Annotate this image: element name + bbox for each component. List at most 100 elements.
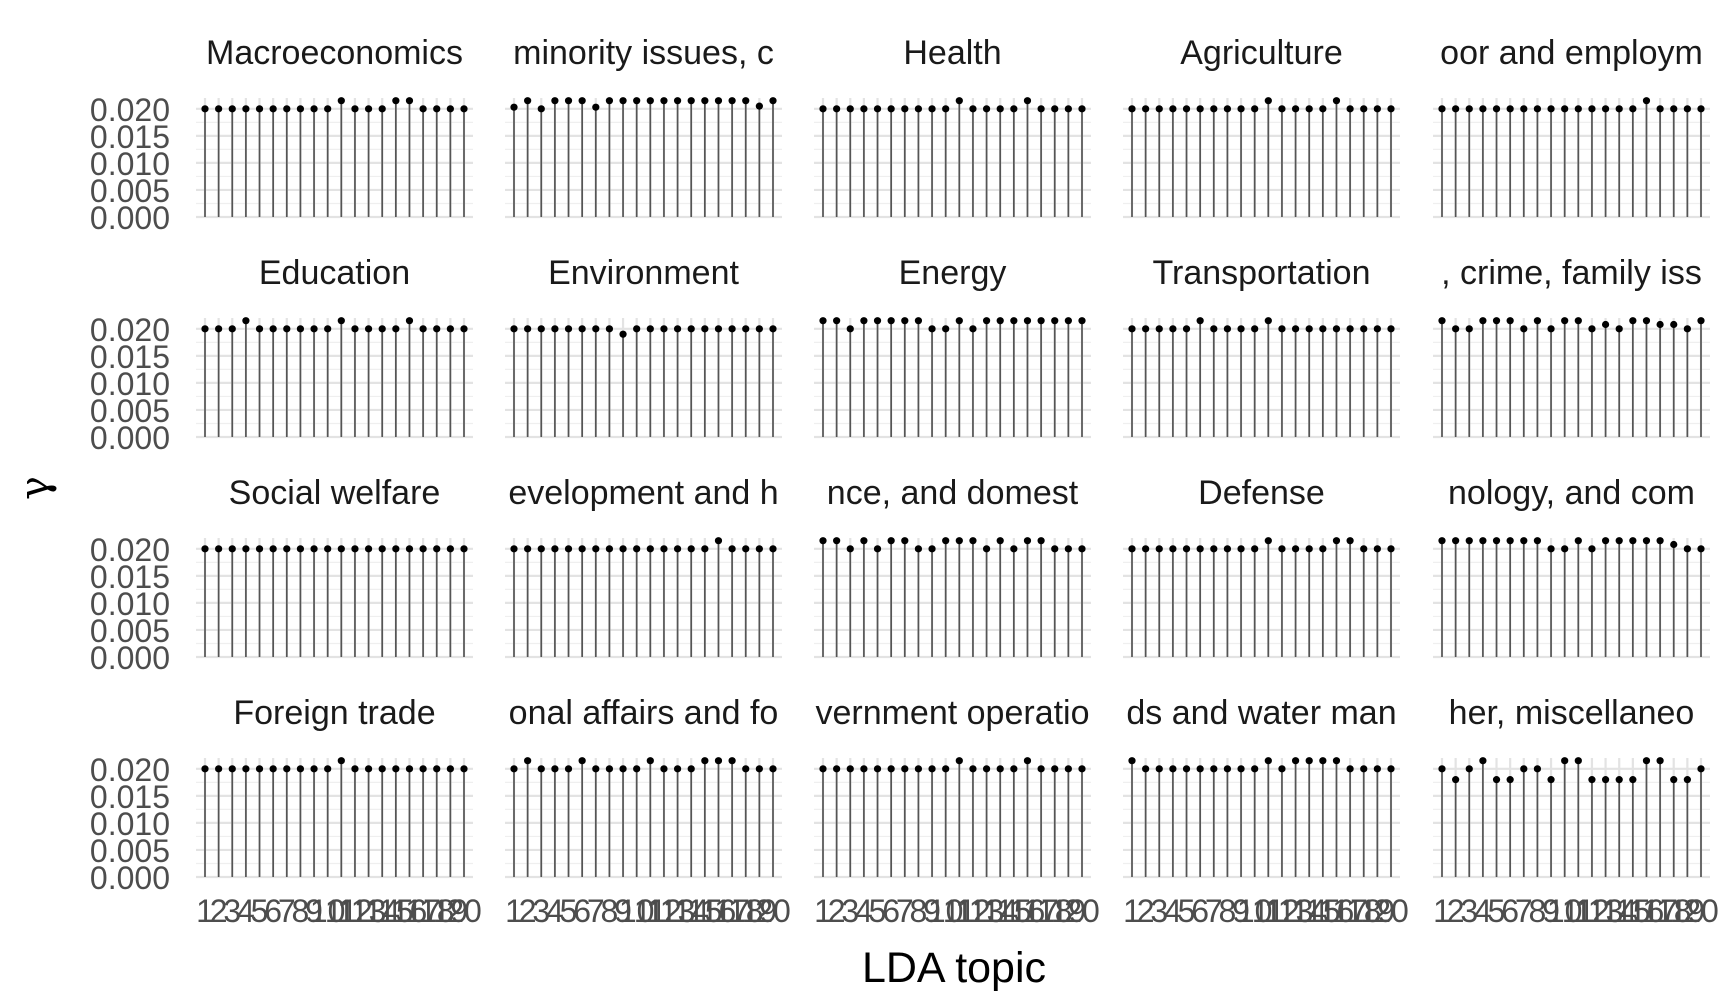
data-point xyxy=(1452,325,1460,333)
x-tick-label: 18 xyxy=(728,893,764,929)
data-point xyxy=(1656,537,1664,545)
data-point xyxy=(1037,765,1045,773)
facet-panel: Energy xyxy=(814,254,1091,439)
data-point xyxy=(1520,105,1528,113)
data-point xyxy=(310,765,318,773)
facet-panel: vernment operatio12345678910111213141516… xyxy=(814,694,1100,929)
data-point xyxy=(592,103,600,111)
data-point xyxy=(269,765,277,773)
data-point xyxy=(1223,105,1232,113)
x-tick-label: 6 xyxy=(1191,893,1209,929)
data-point xyxy=(1629,105,1637,113)
data-point xyxy=(1601,320,1610,329)
x-tick-label: 14 xyxy=(982,893,1018,929)
data-point xyxy=(1629,317,1637,325)
x-tick-label: 2 xyxy=(519,893,537,929)
y-tick-label: 0.020 xyxy=(90,752,170,788)
data-point xyxy=(928,545,936,553)
data-point xyxy=(1291,545,1300,553)
data-point xyxy=(819,317,827,325)
data-point xyxy=(901,317,909,325)
y-tick-label: 0.020 xyxy=(90,532,170,568)
facet-title: ds and water man xyxy=(1126,694,1396,732)
data-point xyxy=(310,325,318,333)
data-point xyxy=(728,97,736,105)
data-point xyxy=(1533,105,1542,113)
data-point xyxy=(392,97,400,105)
x-tick-label: 16 xyxy=(1010,893,1046,929)
data-point xyxy=(296,105,305,113)
data-point xyxy=(1010,765,1018,773)
data-point xyxy=(955,757,963,765)
data-point xyxy=(633,765,641,773)
data-point xyxy=(1223,545,1232,553)
x-tick-label: 11 xyxy=(943,893,976,929)
data-point xyxy=(1305,105,1313,113)
data-point xyxy=(1561,317,1569,325)
data-point xyxy=(1629,537,1637,545)
y-tick-label: 0.000 xyxy=(90,420,170,456)
data-point xyxy=(446,545,454,553)
data-point xyxy=(1452,537,1460,545)
data-point xyxy=(982,545,991,553)
x-tick-label: 14 xyxy=(1291,893,1327,929)
y-tick-label: 0.005 xyxy=(90,173,170,209)
data-point xyxy=(351,325,359,333)
data-point xyxy=(955,317,963,325)
data-point xyxy=(687,97,695,105)
data-point xyxy=(1492,317,1501,325)
facet-title: Foreign trade xyxy=(233,694,435,732)
data-point xyxy=(982,317,991,325)
data-point xyxy=(419,545,427,553)
data-point xyxy=(201,545,209,553)
data-point xyxy=(619,330,627,338)
data-point xyxy=(592,765,600,773)
data-point xyxy=(419,765,427,773)
data-point xyxy=(269,105,277,113)
data-point xyxy=(1465,325,1473,333)
data-point xyxy=(901,765,909,773)
x-tick-label: 10 xyxy=(1237,893,1273,929)
data-point xyxy=(201,325,209,333)
data-point xyxy=(873,105,882,113)
data-point xyxy=(605,97,614,105)
data-point xyxy=(1615,105,1623,113)
data-point xyxy=(378,545,386,553)
x-tick-label: 1 xyxy=(814,893,832,929)
data-point xyxy=(1051,545,1059,553)
data-point xyxy=(460,765,468,773)
data-point xyxy=(1438,105,1446,113)
data-point xyxy=(1169,545,1177,553)
data-point xyxy=(1438,317,1446,325)
facet-title: Agriculture xyxy=(1180,34,1343,72)
x-tick-label: 11 xyxy=(1252,893,1285,929)
x-tick-label: 19 xyxy=(1360,893,1396,929)
data-point xyxy=(1128,325,1136,333)
data-point xyxy=(969,105,977,113)
data-point xyxy=(887,537,895,545)
x-tick-label: 2 xyxy=(1447,893,1465,929)
data-point xyxy=(901,537,909,545)
x-tick-label: 5 xyxy=(1178,893,1196,929)
x-tick-label: 18 xyxy=(1656,893,1692,929)
x-tick-label: 19 xyxy=(742,893,778,929)
facet-title: minority issues, c xyxy=(513,34,774,72)
data-point xyxy=(201,765,209,773)
data-point xyxy=(1601,105,1610,113)
x-tick-label: 17 xyxy=(1332,893,1368,929)
data-point xyxy=(215,325,223,333)
facet-panel: , crime, family iss xyxy=(1433,254,1710,439)
x-tick-label: 7 xyxy=(587,893,605,929)
data-point xyxy=(619,765,627,773)
data-point xyxy=(605,325,614,333)
x-tick-label: 14 xyxy=(673,893,709,929)
data-point xyxy=(873,545,882,553)
data-point xyxy=(592,545,600,553)
data-point xyxy=(283,325,291,333)
x-tick-label: 17 xyxy=(714,893,750,929)
data-point xyxy=(1533,537,1542,545)
data-point xyxy=(769,325,777,333)
y-tick-label: 0.005 xyxy=(90,393,170,429)
data-point xyxy=(1547,545,1555,553)
